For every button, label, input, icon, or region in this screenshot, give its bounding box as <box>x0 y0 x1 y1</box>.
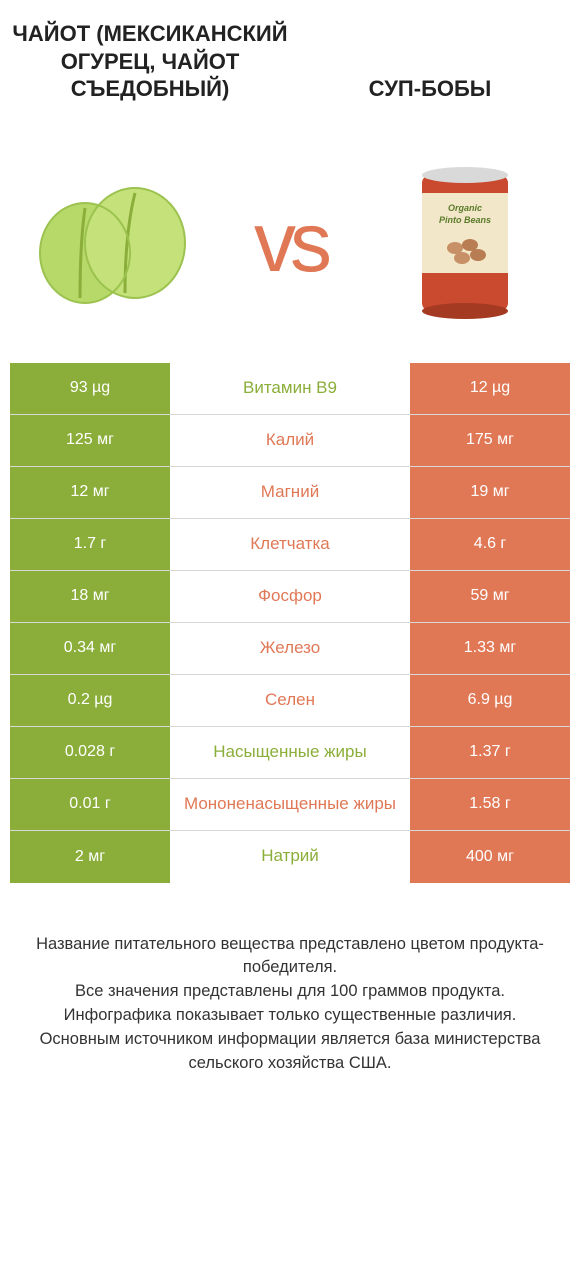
footer-line: Инфографика показывает только существенн… <box>18 1004 562 1028</box>
left-product-title: ЧАЙОТ (МЕКСИКАНСКИЙ ОГУРЕЦ, ЧАЙОТ СЪЕДОБ… <box>10 20 290 103</box>
right-product-image: Organic Pinto Beans <box>360 153 570 333</box>
nutrient-label: Натрий <box>170 831 410 883</box>
table-row: 93 µgВитамин B912 µg <box>10 363 570 415</box>
chayote-icon <box>30 173 200 313</box>
nutrient-label: Витамин B9 <box>170 363 410 414</box>
table-row: 0.028 гНасыщенные жиры1.37 г <box>10 727 570 779</box>
left-value: 0.028 г <box>10 727 170 778</box>
right-value: 12 µg <box>410 363 570 414</box>
nutrient-label: Калий <box>170 415 410 466</box>
nutrient-label: Мононенасыщенные жиры <box>170 779 410 830</box>
svg-text:Pinto Beans: Pinto Beans <box>439 215 491 225</box>
right-value: 4.6 г <box>410 519 570 570</box>
left-value: 18 мг <box>10 571 170 622</box>
table-row: 1.7 гКлетчатка4.6 г <box>10 519 570 571</box>
table-row: 12 мгМагний19 мг <box>10 467 570 519</box>
svg-text:Organic: Organic <box>448 203 482 213</box>
right-value: 1.37 г <box>410 727 570 778</box>
left-value: 0.2 µg <box>10 675 170 726</box>
footer-line: Название питательного вещества представл… <box>18 933 562 981</box>
right-value: 19 мг <box>410 467 570 518</box>
table-row: 18 мгФосфор59 мг <box>10 571 570 623</box>
right-value: 400 мг <box>410 831 570 883</box>
table-row: 0.2 µgСелен6.9 µg <box>10 675 570 727</box>
right-value: 1.33 мг <box>410 623 570 674</box>
table-row: 0.01 гМононенасыщенные жиры1.58 г <box>10 779 570 831</box>
right-product-title: СУП-БОБЫ <box>290 75 570 103</box>
nutrient-label: Фосфор <box>170 571 410 622</box>
left-product-image <box>10 153 220 333</box>
nutrient-label: Селен <box>170 675 410 726</box>
nutrient-label: Клетчатка <box>170 519 410 570</box>
bean-can-icon: Organic Pinto Beans <box>410 163 520 323</box>
nutrient-label: Железо <box>170 623 410 674</box>
table-row: 125 мгКалий175 мг <box>10 415 570 467</box>
nutrient-label: Насыщенные жиры <box>170 727 410 778</box>
right-value: 6.9 µg <box>410 675 570 726</box>
table-row: 2 мгНатрий400 мг <box>10 831 570 883</box>
vs-label: vs <box>220 194 360 291</box>
footer-line: Основным источником информации является … <box>18 1028 562 1076</box>
nutrient-comparison-table: 93 µgВитамин B912 µg125 мгКалий175 мг12 … <box>0 363 580 883</box>
footer-notes: Название питательного вещества представл… <box>0 883 580 1077</box>
right-value: 1.58 г <box>410 779 570 830</box>
product-images-row: vs Organic Pinto Beans <box>0 113 580 363</box>
footer-line: Все значения представлены для 100 граммо… <box>18 980 562 1004</box>
table-row: 0.34 мгЖелезо1.33 мг <box>10 623 570 675</box>
left-value: 2 мг <box>10 831 170 883</box>
left-value: 0.34 мг <box>10 623 170 674</box>
left-value: 93 µg <box>10 363 170 414</box>
left-value: 0.01 г <box>10 779 170 830</box>
right-value: 175 мг <box>410 415 570 466</box>
left-value: 125 мг <box>10 415 170 466</box>
nutrient-label: Магний <box>170 467 410 518</box>
left-value: 1.7 г <box>10 519 170 570</box>
left-value: 12 мг <box>10 467 170 518</box>
right-value: 59 мг <box>410 571 570 622</box>
header: ЧАЙОТ (МЕКСИКАНСКИЙ ОГУРЕЦ, ЧАЙОТ СЪЕДОБ… <box>0 0 580 113</box>
